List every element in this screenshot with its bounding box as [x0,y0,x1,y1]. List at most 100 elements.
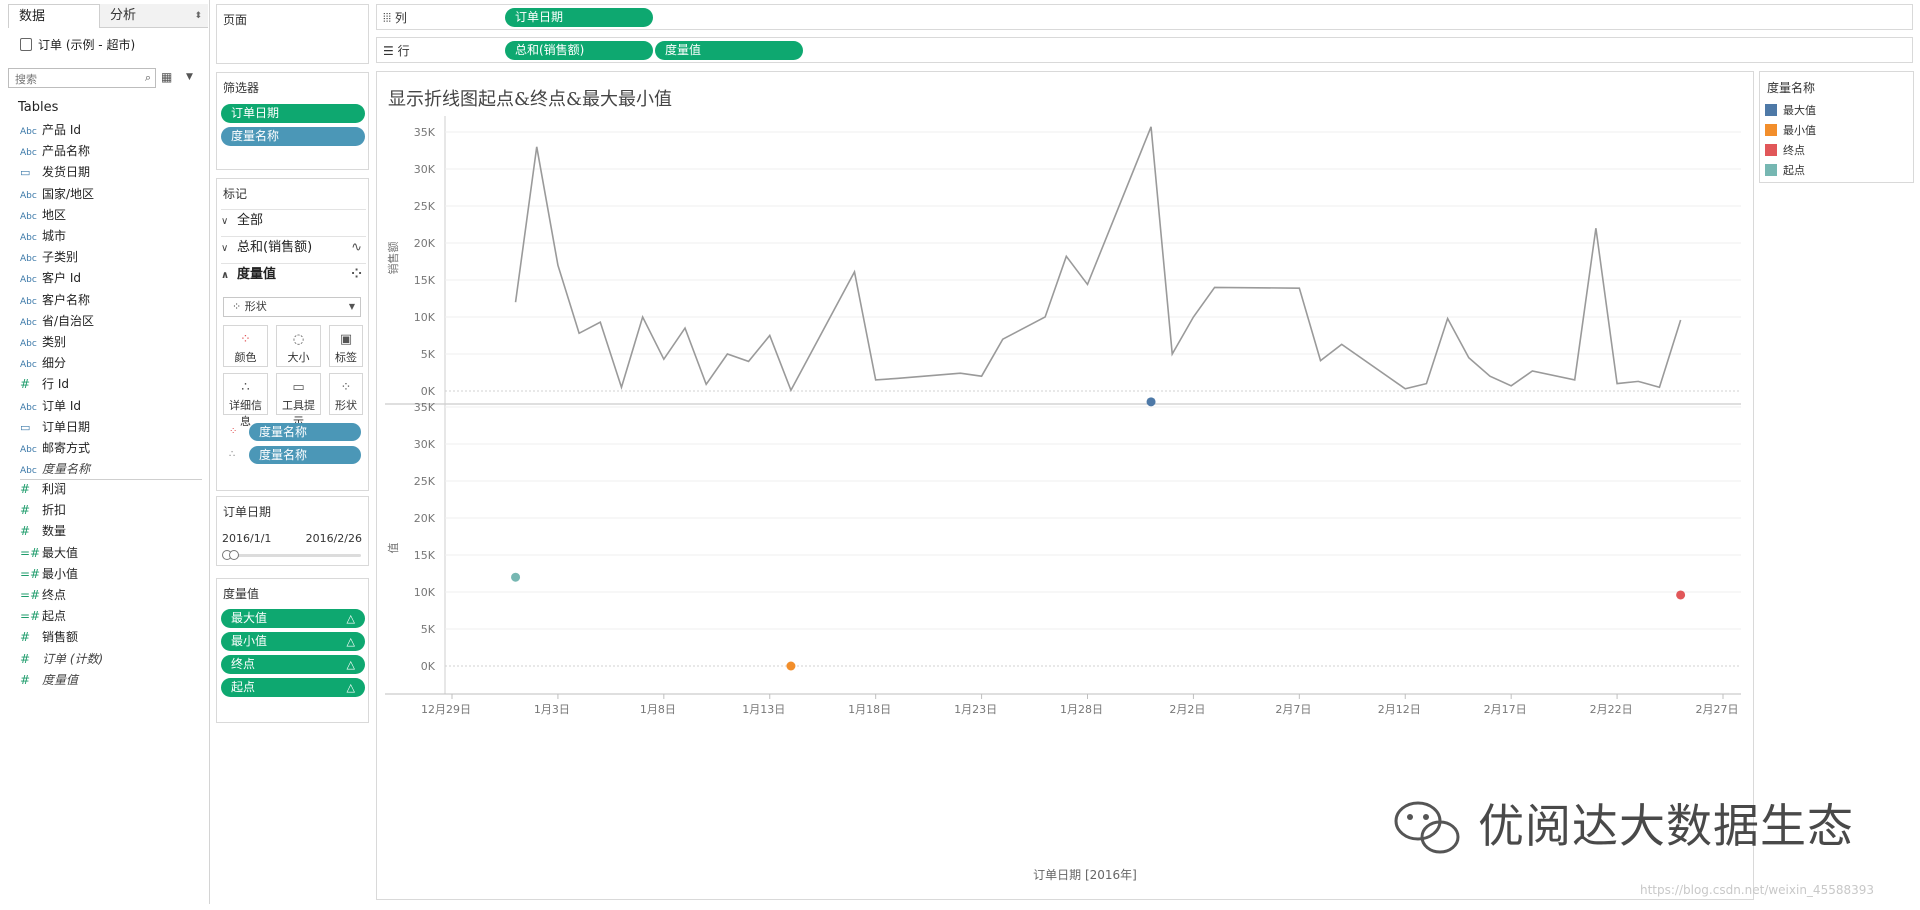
rows-icon: ☰ [383,44,398,58]
csdn-url: https://blog.csdn.net/weixin_45588393 [1640,883,1874,897]
legend-swatch [1765,104,1777,116]
marks-measure-values-row[interactable]: ∧ 度量值 ⁘ [221,263,366,286]
measure-pill-end[interactable]: 终点 △ [221,655,365,674]
mark-type-select[interactable]: ⁘ 形状 ▼ [223,297,361,317]
dimension-field[interactable]: Abc 度量名称 [20,460,90,479]
marks-all-row[interactable]: ∨ 全部 [221,209,366,232]
chevron-down-icon: ∨ [221,238,237,260]
filter-pill-order-date[interactable]: 订单日期 [221,104,365,123]
dimension-field[interactable]: Abc 客户名称 [20,291,90,310]
legend-item-start[interactable]: 起点 [1765,162,1805,180]
field-label: 邮寄方式 [42,441,90,455]
dimension-field[interactable]: Abc 类别 [20,333,66,352]
legend-title: 度量名称 [1767,79,1815,96]
dimension-field[interactable]: Abc 省/自治区 [20,312,94,331]
delta-icon: △ [347,609,355,628]
color-button[interactable]: ⁘ 颜色 [223,325,268,367]
string-type-icon: Abc [20,335,42,354]
measure-field[interactable]: # 折扣 [20,501,66,520]
dimension-field[interactable]: Abc 邮寄方式 [20,439,90,458]
legend-swatch [1765,124,1777,136]
y-tick-label: 35K [414,401,436,414]
dimension-field[interactable]: Abc 国家/地区 [20,185,94,204]
legend-label: 最小值 [1783,124,1816,137]
field-label: 订单日期 [42,420,90,434]
measure-field[interactable]: # 度量值 [20,671,78,690]
field-label: 子类别 [42,250,78,264]
field-label: 国家/地区 [42,187,94,201]
measure-field[interactable]: =# 起点 [20,607,66,626]
field-label: 订单 (计数) [42,652,103,666]
measure-field[interactable]: =# 最小值 [20,565,78,584]
x-tick-label: 2月2日 [1169,703,1205,716]
columns-shelf-label: ⦙⦙⦙ 列 [383,5,407,31]
dimension-field[interactable]: Abc 产品名称 [20,142,90,161]
marks-pill-color[interactable]: 度量名称 [249,423,361,441]
dimension-field[interactable]: # 行 Id [20,375,69,394]
dimension-field[interactable]: Abc 订单 Id [20,397,81,416]
datasource[interactable]: 订单 (示例 - 超市) [20,36,135,54]
legend-item-max[interactable]: 最大值 [1765,102,1816,120]
slider-end-handle[interactable] [229,550,239,560]
rows-pill-measure-values[interactable]: 度量值 [655,41,803,60]
y-tick-label: 25K [414,200,436,213]
filters-card[interactable]: 筛选器 订单日期 度量名称 [216,72,369,170]
legend-item-min[interactable]: 最小值 [1765,122,1816,140]
size-button[interactable]: ◌ 大小 [276,325,321,367]
measure-field[interactable]: # 销售额 [20,628,78,647]
search-input[interactable] [13,70,137,88]
dimension-field[interactable]: ▭ 订单日期 [20,418,90,437]
field-label: 订单 Id [42,399,81,413]
pages-card[interactable]: 页面 [216,4,369,64]
measure-field[interactable]: =# 终点 [20,586,66,605]
tab-analysis[interactable]: 分析 ⬍ [100,4,208,28]
filter-pill-measure-names[interactable]: 度量名称 [221,127,365,146]
dimension-field[interactable]: Abc 城市 [20,227,66,246]
chart-svg[interactable]: 0K 5K 10K 15K 20K 25K 30K 35K 销售额 0K 5K 10K 15K 20K 25… [377,72,1753,899]
chevron-down-icon[interactable]: ▼ [186,72,193,82]
columns-pill-order-date[interactable]: 订单日期 [505,8,653,27]
wechat-icon [1388,793,1468,863]
dimension-field[interactable]: Abc 地区 [20,206,66,225]
measure-field[interactable]: # 订单 (计数) [20,650,103,669]
label-button[interactable]: ▣ 标签 [329,325,363,367]
dimension-field[interactable]: ▭ 发货日期 [20,163,90,182]
measure-pill-min[interactable]: 最小值 △ [221,632,365,651]
rows-pill-sum-sales[interactable]: 总和(销售额) [505,41,653,60]
tooltip-button[interactable]: ▭ 工具提示 [276,373,321,415]
measure-field[interactable]: =# 最大值 [20,544,78,563]
dimension-field[interactable]: Abc 子类别 [20,248,78,267]
dimension-field[interactable]: Abc 产品 Id [20,121,81,140]
detail-button[interactable]: ∴ 详细信息 [223,373,268,415]
shape-button[interactable]: ⁘ 形状 [329,373,363,415]
columns-shelf[interactable]: ⦙⦙⦙ 列 订单日期 [376,4,1913,30]
marks-pill-shape[interactable]: 度量名称 [249,446,361,464]
field-search[interactable]: ⌕ [8,68,156,88]
search-icon[interactable]: ⌕ [145,71,151,85]
dimension-field[interactable]: Abc 细分 [20,354,66,373]
x-tick-label: 1月28日 [1060,703,1103,716]
shape-icon: ∴ [229,449,235,460]
marks-sum-sales-row[interactable]: ∨ 总和(销售额) ∿ [221,236,366,259]
measure-pill-start[interactable]: 起点 △ [221,678,365,697]
date-range-slider[interactable] [223,554,361,557]
worksheet-view[interactable]: 显示折线图起点&终点&最大最小值 0K 5K 10K 15K 20K 25K 30K 35K 销… [376,71,1754,900]
measure-field[interactable]: # 利润 [20,480,66,499]
x-tick-label: 1月23日 [954,703,997,716]
color-icon: ⁘ [229,426,237,437]
chevron-up-icon: ∧ [221,265,237,287]
legend-item-end[interactable]: 终点 [1765,142,1805,160]
data-pane: 数据 分析 ⬍ 订单 (示例 - 超市) ⌕ ▦ ▼ Tables Abc 产品 I… [0,0,210,904]
list-view-icon[interactable]: ▦ [161,70,172,84]
measure-pill-max[interactable]: 最大值 △ [221,609,365,628]
rows-shelf[interactable]: ☰ 行 总和(销售额) 度量值 [376,37,1913,63]
dimension-field[interactable]: Abc 客户 Id [20,269,81,288]
pages-title: 页面 [223,11,247,28]
measure-field[interactable]: # 数量 [20,522,66,541]
chevron-updown-icon[interactable]: ⬍ [194,4,202,28]
tab-data[interactable]: 数据 [8,4,100,28]
measure-pill-end-label: 终点 [231,657,255,671]
field-label: 折扣 [42,503,66,517]
string-type-icon: Abc [20,144,42,163]
color-legend[interactable]: 度量名称 最大值 最小值 终点 起点 [1759,71,1914,183]
